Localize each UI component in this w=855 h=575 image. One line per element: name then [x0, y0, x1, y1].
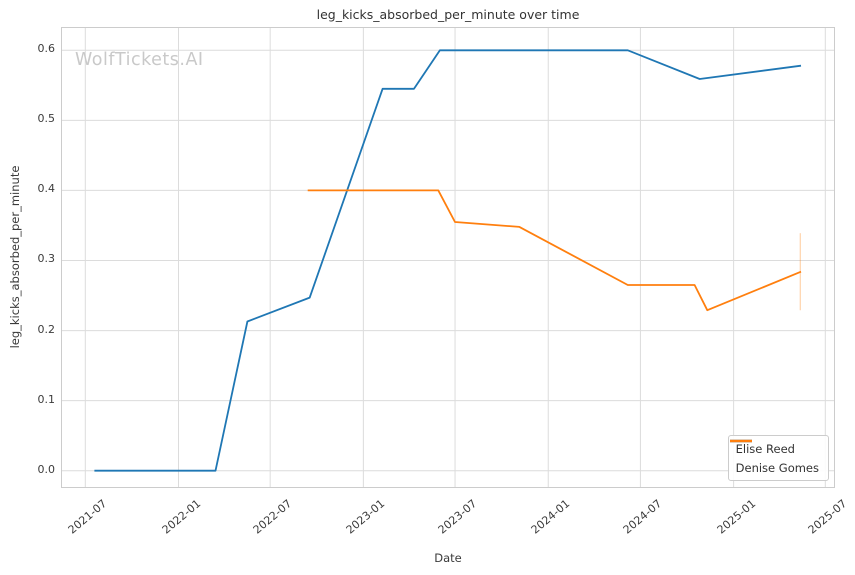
x-tick-label: 2025-07: [806, 497, 850, 537]
y-tick-label: 0.2: [37, 322, 56, 336]
y-tick-label: 0.3: [37, 252, 56, 266]
y-tick-label: 0.4: [37, 182, 56, 196]
x-tick-label: 2023-07: [435, 497, 480, 537]
x-tick-label: 2025-01: [714, 497, 758, 537]
y-tick-label: 0.5: [37, 112, 56, 126]
plot-area: WolfTickets.AI Elise Reed Denise Gomes: [61, 27, 835, 488]
x-tick-label: 2024-07: [621, 497, 665, 537]
chart-title: leg_kicks_absorbed_per_minute over time: [316, 7, 580, 22]
x-tick-label: 2022-07: [250, 497, 295, 537]
y-tick-label: 0.1: [37, 392, 56, 406]
y-tick-label: 0.0: [37, 462, 56, 476]
x-tick-label: 2022-01: [159, 497, 203, 537]
series-line-elise-reed: [94, 49, 802, 472]
legend: Elise Reed Denise Gomes: [727, 435, 829, 481]
x-tick-label: 2021-07: [66, 497, 110, 537]
legend-item: Denise Gomes: [729, 439, 819, 476]
legend-label: Elise Reed: [735, 441, 795, 456]
series-line-denise-gomes: [307, 189, 802, 312]
legend-label: Denise Gomes: [735, 460, 819, 475]
legend-line-swatch-icon: [729, 439, 752, 443]
watermark: WolfTickets.AI: [75, 50, 204, 70]
x-tick-label: 2024-01: [529, 497, 573, 537]
plot-canvas: [62, 28, 834, 487]
x-tick-label: 2023-01: [344, 497, 388, 537]
y-tick-label: 0.6: [37, 42, 56, 56]
x-axis-label: Date: [434, 551, 462, 565]
